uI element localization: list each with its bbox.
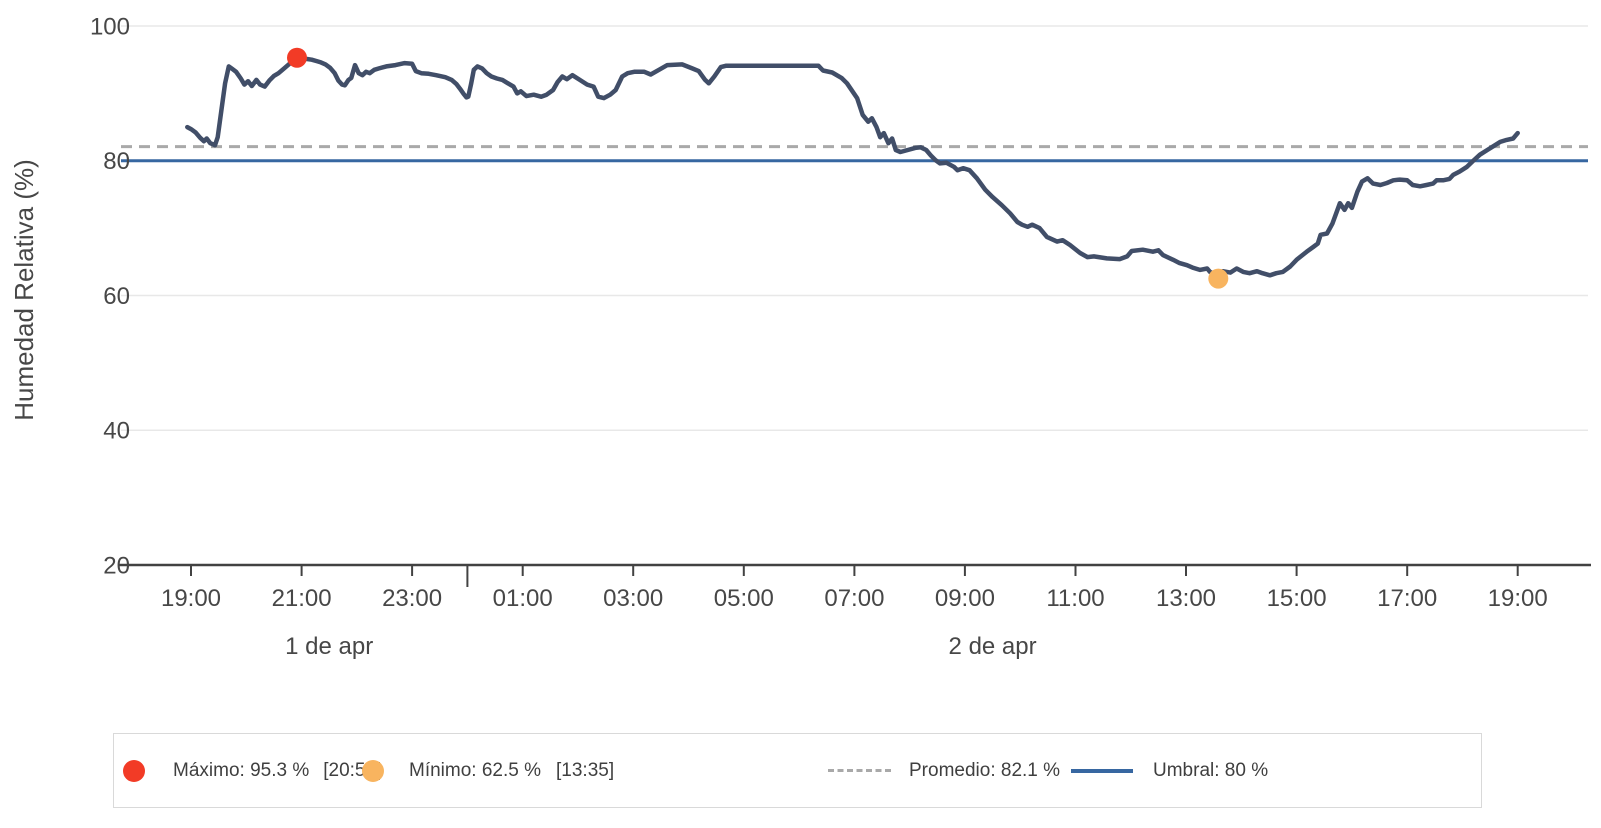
- legend-item-umbral[interactable]: Umbral: 80 %: [1071, 734, 1268, 807]
- x-tick-label: 21:00: [272, 585, 332, 612]
- legend-item-maximo[interactable]: Máximo: 95.3 % [20:55]: [123, 734, 381, 807]
- x-tick-label: 13:00: [1156, 585, 1216, 612]
- y-tick-label: 20: [103, 553, 130, 580]
- minimo-point-marker: [1208, 268, 1229, 289]
- x-tick-label: 05:00: [714, 585, 774, 612]
- humidity-line: [185, 55, 1520, 281]
- y-tick-label: 60: [103, 283, 130, 310]
- legend-promedio-label: Promedio: 82.1 %: [909, 759, 1061, 781]
- legend-item-minimo[interactable]: Mínimo: 62.5 % [13:35]: [362, 734, 614, 807]
- legend-minimo-time: [13:35]: [556, 759, 615, 781]
- legend: Máximo: 95.3 % [20:55] Mínimo: 62.5 % [1…: [113, 733, 1482, 808]
- x-tick-label: 15:00: [1267, 585, 1327, 612]
- x-tick-label: 19:00: [161, 585, 221, 612]
- y-tick-label: 40: [103, 418, 130, 445]
- x-tick-label: 03:00: [603, 585, 663, 612]
- date-label: 2 de apr: [949, 633, 1037, 660]
- x-tick-label: 23:00: [382, 585, 442, 612]
- y-axis-title: Humedad Relativa (%): [9, 159, 39, 421]
- y-tick-label: 80: [103, 148, 130, 175]
- x-tick-label: 01:00: [493, 585, 553, 612]
- umbral-line-icon: [1071, 768, 1133, 773]
- legend-item-promedio[interactable]: Promedio: 82.1 %: [828, 734, 1060, 807]
- legend-maximo-label: Máximo: 95.3 %: [173, 759, 310, 781]
- x-tick-label: 17:00: [1377, 585, 1437, 612]
- x-tick-label: 19:00: [1488, 585, 1548, 612]
- promedio-dashed-line-icon: [828, 769, 891, 772]
- x-tick-label: 11:00: [1046, 585, 1104, 612]
- x-tick-label: 09:00: [935, 585, 995, 612]
- maximo-marker-icon: [123, 759, 145, 782]
- x-tick-label: 07:00: [824, 585, 884, 612]
- y-tick-label: 100: [90, 14, 130, 41]
- date-label: 1 de apr: [285, 633, 373, 660]
- maximo-point-marker: [287, 47, 307, 68]
- minimo-marker-icon: [362, 759, 384, 782]
- legend-minimo-label: Mínimo: 62.5 %: [409, 759, 541, 781]
- legend-umbral-label: Umbral: 80 %: [1153, 759, 1269, 781]
